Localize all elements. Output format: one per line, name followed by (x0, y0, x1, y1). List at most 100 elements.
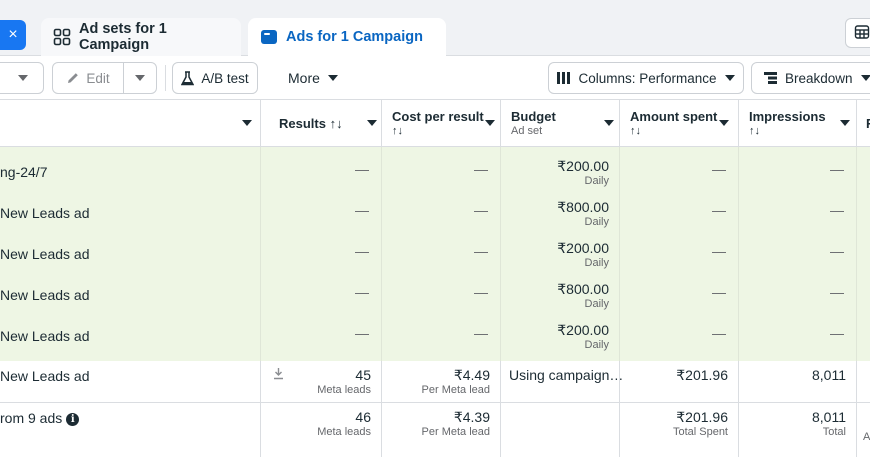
table-row[interactable]: ng-24/7 — — ₹200.00 Daily — — (0, 152, 870, 193)
table-row[interactable]: New Leads ad — — ₹200.00 Daily — — (0, 316, 870, 361)
cost-value: ₹4.49 (453, 367, 490, 383)
breakdown-label: Breakdown (785, 70, 853, 86)
budget-value: ₹800.00 (557, 281, 609, 297)
total-row: rom 9 ads i 46 Meta leads ₹4.39 Per Meta … (0, 403, 870, 457)
ab-test-button[interactable]: A/B test (172, 62, 258, 94)
results-column-header[interactable]: Results ↑↓ (261, 100, 382, 146)
flask-icon (181, 70, 195, 86)
budget-value: ₹200.00 (557, 240, 609, 256)
tab-ad-sets[interactable]: Ad sets for 1 Campaign (41, 18, 241, 56)
amount-value: — (712, 202, 726, 218)
sort-icon: ↑↓ (392, 125, 403, 137)
breakdown-icon (764, 72, 777, 84)
columns-dropdown[interactable]: Columns: Performance (548, 62, 744, 94)
ads-icon (260, 28, 278, 46)
table-icon (854, 24, 870, 43)
cost-value: — (474, 202, 488, 218)
more-button[interactable]: More (288, 62, 338, 94)
impressions-value: 8,011 (812, 367, 846, 383)
impressions-value: — (830, 243, 844, 259)
reach-column-header[interactable]: R (857, 100, 870, 146)
chevron-down-icon (604, 120, 614, 126)
chevron-down-icon (135, 75, 145, 81)
total-results-value: 46 (355, 409, 371, 425)
chevron-down-icon (719, 120, 729, 126)
chevron-down-icon (860, 75, 870, 81)
impressions-value: — (830, 325, 844, 341)
amount-header-label: Amount spent (630, 109, 718, 124)
name-column-header[interactable] (0, 100, 261, 146)
budget-period: Daily (584, 216, 609, 228)
info-icon[interactable]: i (66, 413, 80, 426)
results-header-label: Results ↑↓ (279, 116, 343, 131)
impressions-value: — (830, 202, 844, 218)
results-value: — (355, 161, 369, 177)
ad-name[interactable]: New Leads ad (0, 328, 90, 344)
table-row[interactable]: New Leads ad — — ₹800.00 Daily — — (0, 275, 870, 316)
ad-sets-grid-icon (53, 28, 71, 46)
impressions-value: — (830, 284, 844, 300)
columns-icon (557, 72, 571, 84)
tab-ad-sets-label: Ad sets for 1 Campaign (79, 21, 167, 53)
tab-ads[interactable]: Ads for 1 Campaign (248, 18, 446, 56)
total-label: rom 9 ads i (0, 410, 80, 426)
chevron-down-icon (327, 75, 338, 81)
total-amount-type: Total Spent (672, 426, 728, 438)
ad-name[interactable]: New Leads ad (0, 246, 90, 262)
budget-column-header[interactable]: Budget Ad set (501, 100, 620, 146)
total-amount-value: ₹201.96 (676, 409, 728, 425)
amount-value: — (712, 325, 726, 341)
amount-spent-column-header[interactable]: Amount spent ↑↓ (620, 100, 739, 146)
budget-header-sublabel: Ad set (511, 125, 543, 137)
total-impressions-value: 8,011 (812, 409, 846, 425)
more-label: More (288, 70, 320, 86)
close-tab-button[interactable]: × (0, 20, 26, 50)
budget-period: Daily (584, 339, 609, 351)
cost-value: — (474, 161, 488, 177)
close-icon: × (8, 26, 18, 43)
chevron-down-icon (840, 120, 850, 126)
results-value: — (355, 325, 369, 341)
toolbar: Edit A/B test More Columns: Performance … (0, 57, 870, 99)
columns-label: Columns: Performance (578, 70, 717, 86)
impressions-header-label: Impressions (749, 109, 826, 124)
results-value: — (355, 284, 369, 300)
ad-name[interactable]: New Leads ad (0, 205, 90, 221)
cost-header-label: Cost per result (392, 109, 484, 124)
chevron-down-icon (242, 120, 252, 126)
edit-label: Edit (86, 70, 110, 86)
results-type: Meta leads (317, 384, 371, 396)
amount-value: ₹201.96 (676, 367, 728, 383)
budget-header-label: Budget (511, 109, 556, 124)
table-row[interactable]: New Leads ad 45 Meta leads ₹4.49 Per Met… (0, 361, 870, 403)
chevron-down-icon (724, 75, 735, 81)
tab-bar: × Ad sets for 1 Campaign Ads for 1 Campa… (0, 0, 870, 56)
chevron-down-icon (367, 120, 377, 126)
ad-name[interactable]: New Leads ad (0, 368, 90, 384)
table-row[interactable]: New Leads ad — — ₹200.00 Daily — — (0, 234, 870, 275)
edit-dropdown-button[interactable] (123, 62, 157, 94)
budget-value: ₹800.00 (557, 199, 609, 215)
results-value: — (355, 202, 369, 218)
total-cost-value: ₹4.39 (453, 409, 490, 425)
table-view-button[interactable] (845, 18, 870, 48)
budget-period: Daily (584, 175, 609, 187)
budget-value: ₹200.00 (557, 158, 609, 174)
breakdown-dropdown[interactable]: Breakdown (751, 62, 870, 94)
cost-value: — (474, 325, 488, 341)
duplicate-dropdown-button[interactable] (0, 62, 44, 94)
download-icon[interactable] (273, 367, 284, 383)
chevron-down-icon (18, 75, 28, 81)
cost-value: — (474, 284, 488, 300)
edit-button[interactable]: Edit (52, 62, 124, 94)
cost-per-result-column-header[interactable]: Cost per result ↑↓ (382, 100, 501, 146)
table-row[interactable]: New Leads ad — — ₹800.00 Daily — — (0, 193, 870, 234)
ad-name[interactable]: New Leads ad (0, 287, 90, 303)
ad-name[interactable]: ng-24/7 (0, 164, 48, 180)
partial-header-label: R (866, 116, 870, 131)
ab-test-label: A/B test (201, 70, 249, 86)
budget-period: Daily (584, 257, 609, 269)
cost-value: — (474, 243, 488, 259)
impressions-column-header[interactable]: Impressions ↑↓ (739, 100, 857, 146)
results-value: 45 (355, 367, 371, 383)
